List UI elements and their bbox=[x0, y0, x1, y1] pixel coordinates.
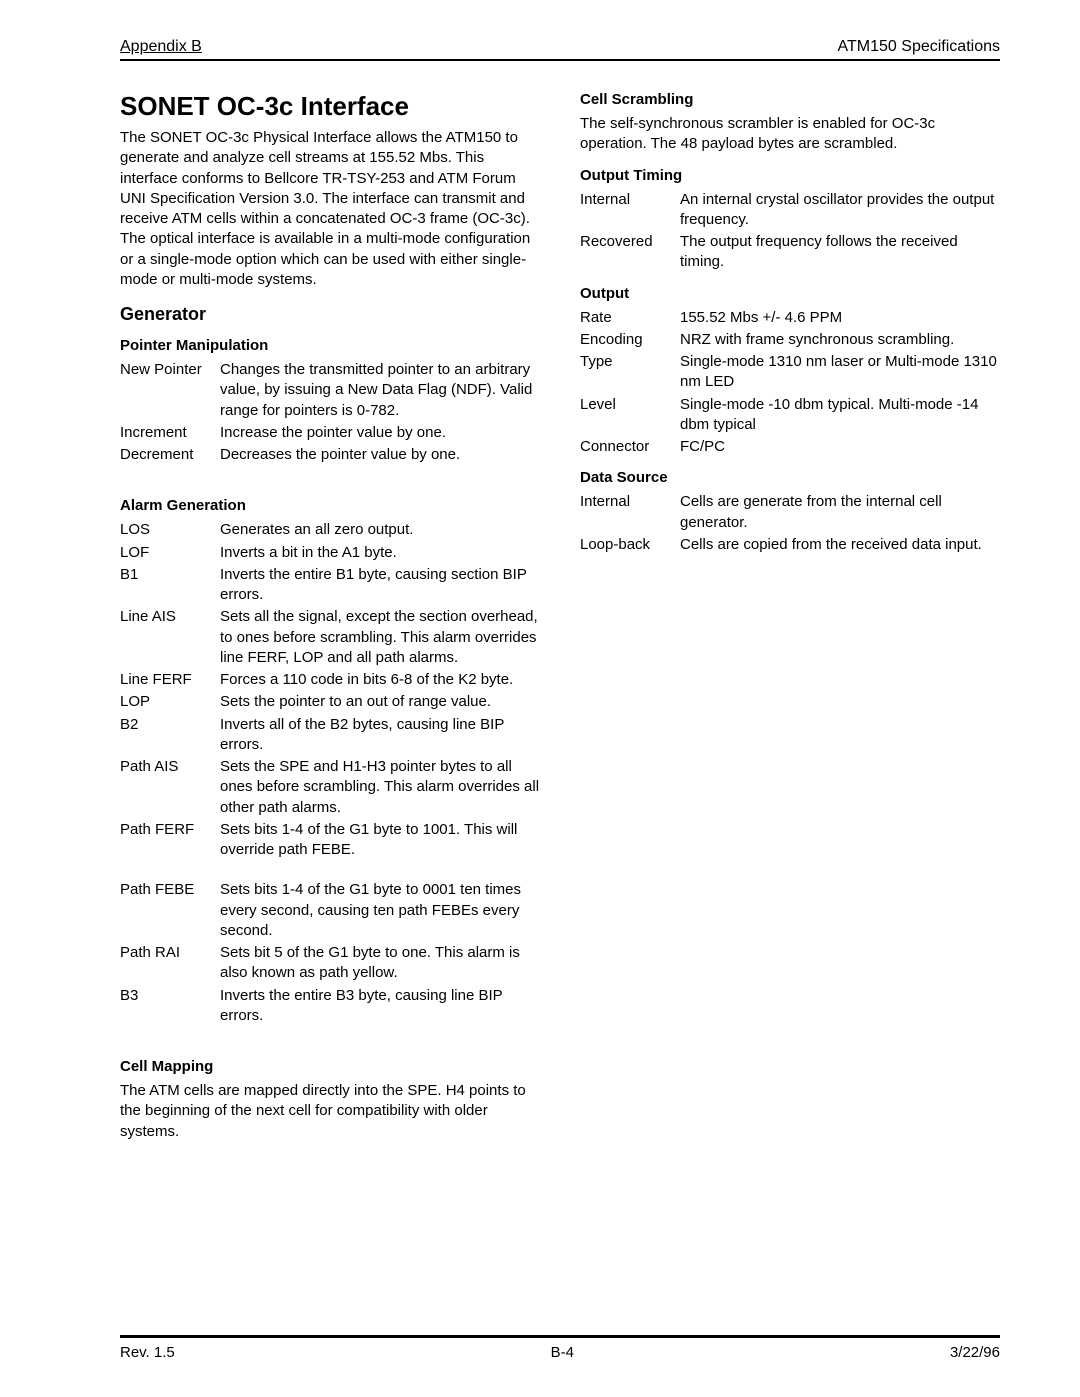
def-term: B3 bbox=[120, 986, 220, 1027]
def-row: RecoveredThe output frequency follows th… bbox=[580, 232, 1000, 273]
footer-left: Rev. 1.5 bbox=[120, 1344, 175, 1361]
def-term: B1 bbox=[120, 565, 220, 606]
def-row: IncrementIncrease the pointer value by o… bbox=[120, 423, 540, 443]
def-term: LOP bbox=[120, 692, 220, 712]
ds-list: InternalCells are generate from the inte… bbox=[580, 492, 1000, 555]
page-footer: Rev. 1.5 B-4 3/22/96 bbox=[120, 1335, 1000, 1361]
def-term: Level bbox=[580, 395, 680, 436]
def-term: Line FERF bbox=[120, 670, 220, 690]
timing-list: InternalAn internal crystal oscillator p… bbox=[580, 190, 1000, 273]
footer-center: B-4 bbox=[551, 1344, 574, 1361]
cellscr-text: The self-synchronous scrambler is enable… bbox=[580, 114, 1000, 155]
def-desc: Decreases the pointer value by one. bbox=[220, 445, 540, 465]
def-term: B2 bbox=[120, 715, 220, 756]
def-row: New PointerChanges the transmitted point… bbox=[120, 360, 540, 421]
def-term: Rate bbox=[580, 308, 680, 328]
def-term: LOS bbox=[120, 520, 220, 540]
right-column: Cell Scrambling The self-synchronous scr… bbox=[580, 91, 1000, 1154]
def-term: Increment bbox=[120, 423, 220, 443]
def-term: Recovered bbox=[580, 232, 680, 273]
def-row: Path RAISets bit 5 of the G1 byte to one… bbox=[120, 943, 540, 984]
def-desc: Single-mode 1310 nm laser or Multi-mode … bbox=[680, 352, 1000, 393]
def-desc: Inverts a bit in the A1 byte. bbox=[220, 543, 540, 563]
def-row: TypeSingle-mode 1310 nm laser or Multi-m… bbox=[580, 352, 1000, 393]
def-desc: Sets bits 1-4 of the G1 byte to 1001. Th… bbox=[220, 820, 540, 861]
def-term: Decrement bbox=[120, 445, 220, 465]
def-term: Internal bbox=[580, 492, 680, 533]
def-term: Path FERF bbox=[120, 820, 220, 861]
alarm-list: LOSGenerates an all zero output.LOFInver… bbox=[120, 520, 540, 1026]
def-row: Loop-backCells are copied from the recei… bbox=[580, 535, 1000, 555]
def-desc: Sets bits 1-4 of the G1 byte to 0001 ten… bbox=[220, 880, 540, 941]
output-heading: Output bbox=[580, 285, 1000, 302]
def-term: Internal bbox=[580, 190, 680, 231]
def-term: Loop-back bbox=[580, 535, 680, 555]
def-desc: NRZ with frame synchronous scrambling. bbox=[680, 330, 1000, 350]
def-row: LOFInverts a bit in the A1 byte. bbox=[120, 543, 540, 563]
header-left: Appendix B bbox=[120, 38, 202, 56]
def-term: Path RAI bbox=[120, 943, 220, 984]
def-desc: Sets bit 5 of the G1 byte to one. This a… bbox=[220, 943, 540, 984]
def-row: EncodingNRZ with frame synchronous scram… bbox=[580, 330, 1000, 350]
def-desc: 155.52 Mbs +/- 4.6 PPM bbox=[680, 308, 1000, 328]
def-desc: An internal crystal oscillator provides … bbox=[680, 190, 1000, 231]
pointer-heading: Pointer Manipulation bbox=[120, 337, 540, 354]
def-term: Connector bbox=[580, 437, 680, 457]
def-desc: Sets all the signal, except the section … bbox=[220, 607, 540, 668]
def-desc: Single-mode -10 dbm typical. Multi-mode … bbox=[680, 395, 1000, 436]
def-row: B2Inverts all of the B2 bytes, causing l… bbox=[120, 715, 540, 756]
def-term: Line AIS bbox=[120, 607, 220, 668]
def-desc: FC/PC bbox=[680, 437, 1000, 457]
def-row: LOPSets the pointer to an out of range v… bbox=[120, 692, 540, 712]
def-term: Path AIS bbox=[120, 757, 220, 818]
def-row: ConnectorFC/PC bbox=[580, 437, 1000, 457]
def-row: Path AISSets the SPE and H1-H3 pointer b… bbox=[120, 757, 540, 818]
ds-heading: Data Source bbox=[580, 469, 1000, 486]
def-term: Type bbox=[580, 352, 680, 393]
cellmap-heading: Cell Mapping bbox=[120, 1058, 540, 1075]
generator-heading: Generator bbox=[120, 304, 540, 325]
def-term: LOF bbox=[120, 543, 220, 563]
def-row: LOSGenerates an all zero output. bbox=[120, 520, 540, 540]
def-desc: Increase the pointer value by one. bbox=[220, 423, 540, 443]
def-row: LevelSingle-mode -10 dbm typical. Multi-… bbox=[580, 395, 1000, 436]
output-list: Rate155.52 Mbs +/- 4.6 PPMEncodingNRZ wi… bbox=[580, 308, 1000, 458]
def-desc: Sets the pointer to an out of range valu… bbox=[220, 692, 540, 712]
def-row: Rate155.52 Mbs +/- 4.6 PPM bbox=[580, 308, 1000, 328]
alarm-heading: Alarm Generation bbox=[120, 497, 540, 514]
footer-right: 3/22/96 bbox=[950, 1344, 1000, 1361]
def-row: Line FERFForces a 110 code in bits 6-8 o… bbox=[120, 670, 540, 690]
def-row: DecrementDecreases the pointer value by … bbox=[120, 445, 540, 465]
def-row: B1Inverts the entire B1 byte, causing se… bbox=[120, 565, 540, 606]
main-title: SONET OC-3c Interface bbox=[120, 91, 540, 122]
header-right: ATM150 Specifications bbox=[838, 38, 1000, 56]
def-desc: Sets the SPE and H1-H3 pointer bytes to … bbox=[220, 757, 540, 818]
def-term: Encoding bbox=[580, 330, 680, 350]
def-row: Line AISSets all the signal, except the … bbox=[120, 607, 540, 668]
def-row: InternalCells are generate from the inte… bbox=[580, 492, 1000, 533]
left-column: SONET OC-3c Interface The SONET OC-3c Ph… bbox=[120, 91, 540, 1154]
timing-heading: Output Timing bbox=[580, 167, 1000, 184]
pointer-list: New PointerChanges the transmitted point… bbox=[120, 360, 540, 465]
def-desc: Inverts the entire B3 byte, causing line… bbox=[220, 986, 540, 1027]
def-desc: Forces a 110 code in bits 6-8 of the K2 … bbox=[220, 670, 540, 690]
def-desc: Inverts all of the B2 bytes, causing lin… bbox=[220, 715, 540, 756]
cellmap-text: The ATM cells are mapped directly into t… bbox=[120, 1081, 540, 1142]
def-row: B3Inverts the entire B3 byte, causing li… bbox=[120, 986, 540, 1027]
def-desc: Inverts the entire B1 byte, causing sect… bbox=[220, 565, 540, 606]
def-desc: Changes the transmitted pointer to an ar… bbox=[220, 360, 540, 421]
intro-text: The SONET OC-3c Physical Interface allow… bbox=[120, 128, 540, 290]
def-desc: Cells are generate from the internal cel… bbox=[680, 492, 1000, 533]
def-row: Path FEBESets bits 1-4 of the G1 byte to… bbox=[120, 880, 540, 941]
def-desc: Generates an all zero output. bbox=[220, 520, 540, 540]
def-row: Path FERFSets bits 1-4 of the G1 byte to… bbox=[120, 820, 540, 861]
def-term: New Pointer bbox=[120, 360, 220, 421]
cellscr-heading: Cell Scrambling bbox=[580, 91, 1000, 108]
def-row: InternalAn internal crystal oscillator p… bbox=[580, 190, 1000, 231]
def-desc: Cells are copied from the received data … bbox=[680, 535, 1000, 555]
page-header: Appendix B ATM150 Specifications bbox=[120, 38, 1000, 61]
content-columns: SONET OC-3c Interface The SONET OC-3c Ph… bbox=[120, 91, 1000, 1154]
def-desc: The output frequency follows the receive… bbox=[680, 232, 1000, 273]
def-term: Path FEBE bbox=[120, 880, 220, 941]
